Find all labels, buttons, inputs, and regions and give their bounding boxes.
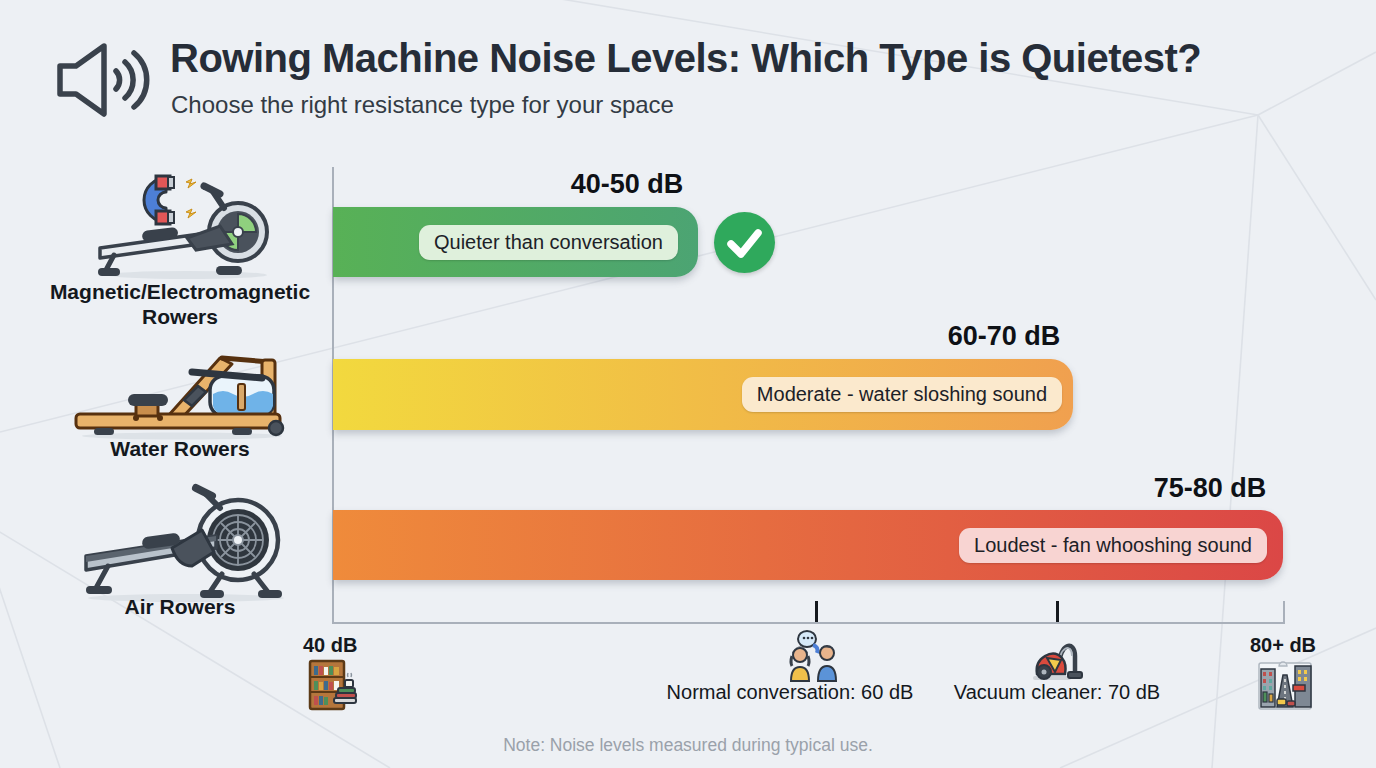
machine-label-magnetic: Magnetic/Electromagnetic Rowers	[30, 280, 330, 330]
bar-range-label-air: 75-80 dB	[1154, 473, 1267, 504]
speaker-volume-icon	[50, 40, 154, 120]
checkmark-icon	[714, 212, 775, 273]
bar-description-magnetic: Quieter than conversation	[419, 225, 678, 260]
infographic-canvas: Rowing Machine Noise Levels: Which Type …	[0, 0, 1376, 768]
bar-range-label-magnetic: 40-50 dB	[571, 169, 684, 200]
library-bookshelf-icon	[306, 658, 360, 712]
vacuum-cleaner-icon	[1031, 628, 1085, 684]
reference-label-vacuum: Vacuum cleaner: 70 dB	[954, 681, 1160, 704]
footnote: Note: Noise levels measured during typic…	[0, 735, 1376, 756]
axis-end-tick	[1283, 601, 1285, 622]
page-subtitle: Choose the right resistance type for you…	[171, 91, 674, 119]
city-traffic-icon	[1257, 661, 1313, 711]
conversation-people-icon	[787, 629, 845, 683]
reference-label-conversation: Normal conversation: 60 dB	[667, 681, 914, 704]
axis-max-label: 80+ dB	[1250, 634, 1316, 657]
page-title: Rowing Machine Noise Levels: Which Type …	[170, 36, 1201, 81]
machine-label-water: Water Rowers	[30, 437, 330, 462]
air-rower-icon	[80, 482, 292, 604]
axis-min-label: 40 dB	[303, 634, 357, 657]
bar-description-water: Moderate - water sloshing sound	[742, 377, 1062, 412]
magnetic-rower-icon	[92, 170, 274, 282]
tick-60db	[815, 601, 818, 622]
machine-label-air: Air Rowers	[30, 595, 330, 620]
bar-description-air: Loudest - fan whooshing sound	[959, 528, 1267, 563]
tick-70db	[1056, 601, 1059, 622]
water-rower-icon	[72, 352, 292, 440]
x-axis-line	[332, 622, 1285, 624]
bar-range-label-water: 60-70 dB	[948, 321, 1061, 352]
